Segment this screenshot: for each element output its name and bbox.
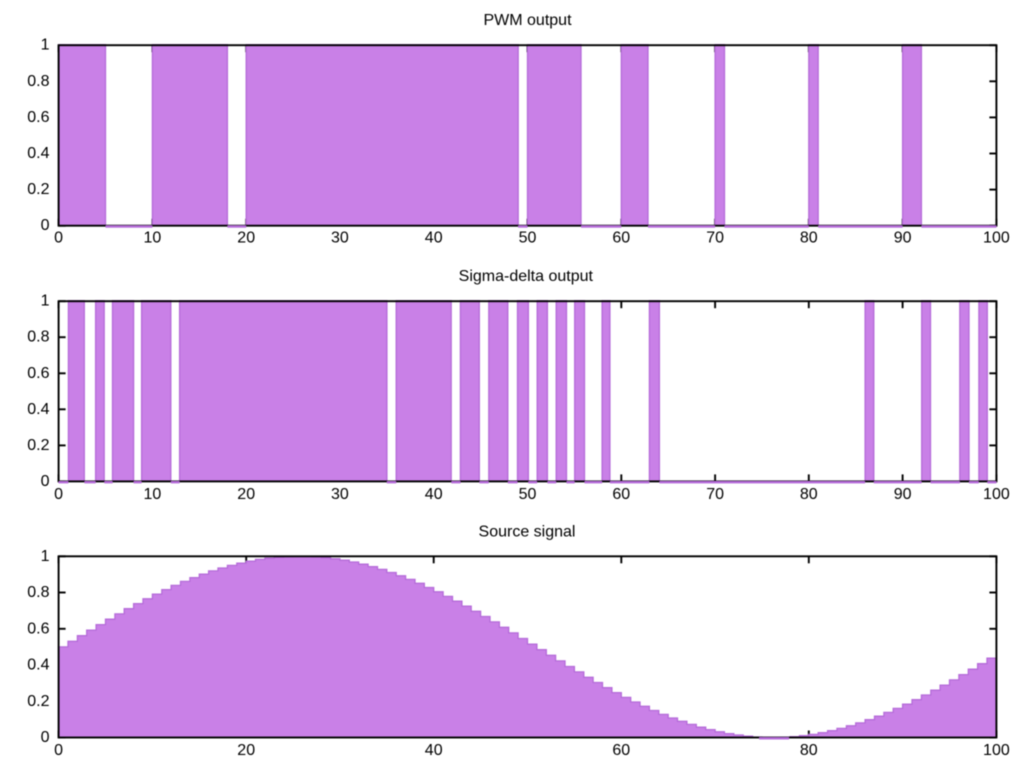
svg-text:1: 1 (41, 548, 50, 565)
svg-text:50: 50 (519, 486, 537, 503)
svg-text:30: 30 (331, 486, 349, 503)
svg-text:20: 20 (237, 742, 255, 759)
svg-text:70: 70 (706, 230, 724, 247)
svg-text:0.4: 0.4 (27, 145, 49, 162)
svg-text:10: 10 (144, 230, 162, 247)
svg-text:100: 100 (983, 742, 1010, 759)
svg-text:0.8: 0.8 (27, 329, 49, 346)
svg-text:0.4: 0.4 (27, 657, 49, 674)
svg-text:0: 0 (54, 486, 63, 503)
svg-text:Sigma-delta output: Sigma-delta output (459, 268, 594, 285)
svg-text:40: 40 (425, 230, 443, 247)
svg-text:70: 70 (706, 486, 724, 503)
svg-text:PWM output: PWM output (483, 12, 572, 29)
svg-text:40: 40 (425, 486, 443, 503)
svg-text:20: 20 (237, 486, 255, 503)
svg-text:0.2: 0.2 (27, 437, 49, 454)
svg-text:80: 80 (800, 486, 818, 503)
svg-text:30: 30 (331, 230, 349, 247)
svg-text:0.6: 0.6 (27, 109, 49, 126)
svg-text:100: 100 (983, 486, 1010, 503)
svg-text:40: 40 (425, 742, 443, 759)
svg-text:60: 60 (612, 486, 630, 503)
svg-text:0: 0 (54, 230, 63, 247)
svg-text:80: 80 (800, 230, 818, 247)
svg-text:0.2: 0.2 (27, 181, 49, 198)
svg-text:0.8: 0.8 (27, 73, 49, 90)
svg-text:50: 50 (519, 230, 537, 247)
svg-text:0.6: 0.6 (27, 365, 49, 382)
svg-text:60: 60 (612, 230, 630, 247)
svg-text:0.2: 0.2 (27, 693, 49, 710)
svg-text:0: 0 (54, 742, 63, 759)
svg-text:1: 1 (41, 37, 50, 54)
svg-text:80: 80 (800, 742, 818, 759)
svg-text:10: 10 (144, 486, 162, 503)
svg-text:0.6: 0.6 (27, 620, 49, 637)
svg-text:100: 100 (983, 230, 1010, 247)
svg-text:0: 0 (41, 217, 50, 234)
svg-text:90: 90 (894, 230, 912, 247)
svg-text:0: 0 (41, 473, 50, 490)
svg-text:20: 20 (237, 230, 255, 247)
svg-text:0.8: 0.8 (27, 584, 49, 601)
svg-text:60: 60 (612, 742, 630, 759)
svg-text:0.4: 0.4 (27, 401, 49, 418)
svg-text:Source signal: Source signal (479, 523, 576, 540)
svg-text:90: 90 (894, 486, 912, 503)
svg-text:0: 0 (41, 729, 50, 746)
svg-text:1: 1 (41, 293, 50, 310)
